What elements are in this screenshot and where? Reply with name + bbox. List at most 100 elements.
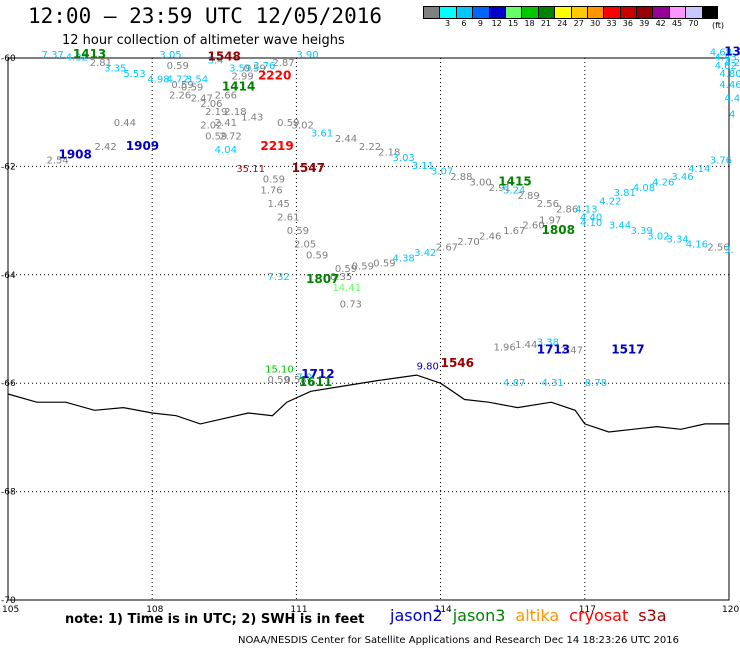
wave-height-value: 2.56 bbox=[707, 242, 729, 253]
wave-height-value: 2.88 bbox=[450, 172, 472, 183]
latitude-label: -70 bbox=[1, 596, 16, 606]
wave-height-value: 2.60 bbox=[522, 221, 544, 232]
wave-height-value: 4.72 bbox=[167, 74, 189, 85]
latitude-label: -68 bbox=[1, 488, 16, 498]
colorbar-swatch bbox=[636, 6, 653, 19]
colorbar-swatch bbox=[488, 6, 505, 19]
longitude-label: 105 bbox=[2, 605, 19, 615]
wave-height-value: 2.26 bbox=[169, 91, 191, 102]
wave-height-value: 7.0 bbox=[296, 372, 312, 383]
legend-altika: altika bbox=[515, 606, 560, 625]
wave-height-value: 4.43 bbox=[724, 93, 740, 104]
longitude-label: 117 bbox=[579, 605, 596, 615]
wave-height-value: 4.13 bbox=[575, 204, 597, 215]
track-time-label: 2220 bbox=[258, 69, 291, 83]
wave-height-value: 3.44 bbox=[609, 221, 631, 232]
colorbar-label: 6 bbox=[461, 19, 467, 28]
wave-height-value: 0.59 bbox=[352, 261, 374, 272]
colorbar-swatch bbox=[472, 6, 489, 19]
wave-height-value: 3.39 bbox=[630, 226, 652, 237]
legend-s3a: s3a bbox=[638, 606, 667, 625]
wave-height-value: 4.26 bbox=[652, 177, 674, 188]
wave-height-value: 0.59 bbox=[171, 80, 193, 91]
wave-height-value: 3. bbox=[724, 245, 734, 256]
wave-height-value: 4.98 bbox=[147, 74, 169, 85]
wave-height-value: 7.32 bbox=[268, 272, 290, 283]
colorbar-swatch bbox=[685, 6, 702, 19]
track-time-label: 1517 bbox=[611, 342, 644, 356]
colorbar-label: 30 bbox=[590, 19, 601, 28]
wave-height-value: 2.61 bbox=[277, 213, 299, 224]
wave-height-value: 3.35 bbox=[104, 64, 126, 75]
track-time-label: 1415 bbox=[498, 174, 531, 188]
colorbar-swatch bbox=[668, 6, 686, 19]
track-time-label: 1547 bbox=[292, 161, 325, 175]
wave-height-value: 4.32 bbox=[66, 53, 88, 64]
colorbar-label: 33 bbox=[606, 19, 617, 28]
wave-height-value: 2.72 bbox=[219, 131, 241, 142]
colorbar-swatch bbox=[603, 6, 620, 19]
wave-height-value: 0.73 bbox=[340, 299, 362, 310]
latitude-label: -66 bbox=[1, 379, 16, 389]
wave-height-value: 2.81 bbox=[90, 58, 112, 69]
wave-height-value: 1.44 bbox=[515, 340, 537, 351]
antarctic-coastline bbox=[7, 374, 729, 433]
colorbar-swatch bbox=[439, 6, 456, 19]
wave-height-value: 4.08 bbox=[633, 183, 655, 194]
wave-height-value: 3.07 bbox=[431, 167, 453, 178]
wave-height-value: 4.62 bbox=[715, 61, 737, 72]
wave-height-value: 4.14 bbox=[688, 164, 710, 175]
legend-jason2: jason2 bbox=[390, 606, 443, 625]
colorbar-label: 39 bbox=[639, 19, 650, 28]
wave-height-value: 3.38 bbox=[537, 337, 559, 348]
footer-note: note: 1) Time is in UTC; 2) SWH is in fe… bbox=[65, 612, 365, 627]
wave-height-value: 3.03 bbox=[393, 153, 415, 164]
colorbar-swatch bbox=[537, 6, 555, 19]
longitude-label: 120 bbox=[722, 605, 739, 615]
colorbar-label: 3 bbox=[445, 19, 451, 28]
wave-height-value: 4.46 bbox=[719, 80, 740, 91]
wave-height-value: 4.68 bbox=[710, 47, 732, 58]
wave-height-value: 0.59 bbox=[335, 264, 357, 275]
wave-height-value: 3.90 bbox=[296, 50, 318, 61]
wave-height-value: 1.97 bbox=[539, 215, 561, 226]
colorbar-swatch bbox=[423, 6, 440, 19]
wave-height-value: 7.37 bbox=[42, 50, 64, 61]
colorbar-label: 9 bbox=[477, 19, 483, 28]
wave-height-value: 2.18 bbox=[224, 107, 246, 118]
wave-height-value: 2.47 bbox=[191, 93, 213, 104]
colorbar-labels: 3 6 9 12 15 18 21 24 27 30 33 36 39 42 45 70 bbox=[423, 19, 718, 28]
wave-height-value: 1.67 bbox=[503, 226, 525, 237]
wave-height-value: 3.81 bbox=[614, 188, 636, 199]
wave-height-value: 1.96 bbox=[493, 343, 515, 354]
wave-height-value: 2.89 bbox=[518, 191, 540, 202]
wave-height-value: 2.19 bbox=[205, 107, 227, 118]
wave-height-value: 2.44 bbox=[335, 134, 357, 145]
wave-height-value: 3.59 bbox=[229, 64, 251, 75]
wave-height-value: 4.10 bbox=[580, 218, 602, 229]
wave-height-value: 4.16 bbox=[686, 240, 708, 251]
page-title: 12:00 – 23:59 UTC 12/05/2016 bbox=[28, 4, 383, 28]
wave-height-value: 0.59 bbox=[268, 375, 290, 386]
wave-height-value: 0.59 bbox=[167, 61, 189, 72]
track-time-label: 1807 bbox=[306, 272, 339, 286]
colorbar-swatch bbox=[701, 6, 719, 19]
wave-height-value: 4.38 bbox=[393, 253, 415, 264]
colorbar-label: 70 bbox=[688, 19, 699, 28]
wave-height-value: 4.40 bbox=[580, 213, 602, 224]
track-time-label: 1908 bbox=[58, 147, 91, 161]
wave-height-value: 2.06 bbox=[200, 99, 222, 110]
wave-height-value: 4 bbox=[729, 110, 735, 121]
wave-height-value: 0.44 bbox=[114, 118, 136, 129]
legend-jason3: jason3 bbox=[452, 606, 506, 625]
wave-height-value: 2.70 bbox=[457, 237, 479, 248]
wave-height-value: 3.00 bbox=[469, 177, 491, 188]
wave-height-value: 2.18 bbox=[378, 148, 400, 159]
wave-height-value: 0.58 bbox=[284, 375, 306, 386]
wave-height-value: 0.35 bbox=[330, 272, 352, 283]
wave-height-value: 2.56 bbox=[537, 199, 559, 210]
map-frame bbox=[7, 57, 730, 601]
wave-height-value: 0.59 bbox=[306, 251, 328, 262]
wave-height-value: 2.99 bbox=[232, 72, 254, 83]
satellite-legend: jason2 jason3 altika cryosat s3a bbox=[390, 606, 677, 625]
